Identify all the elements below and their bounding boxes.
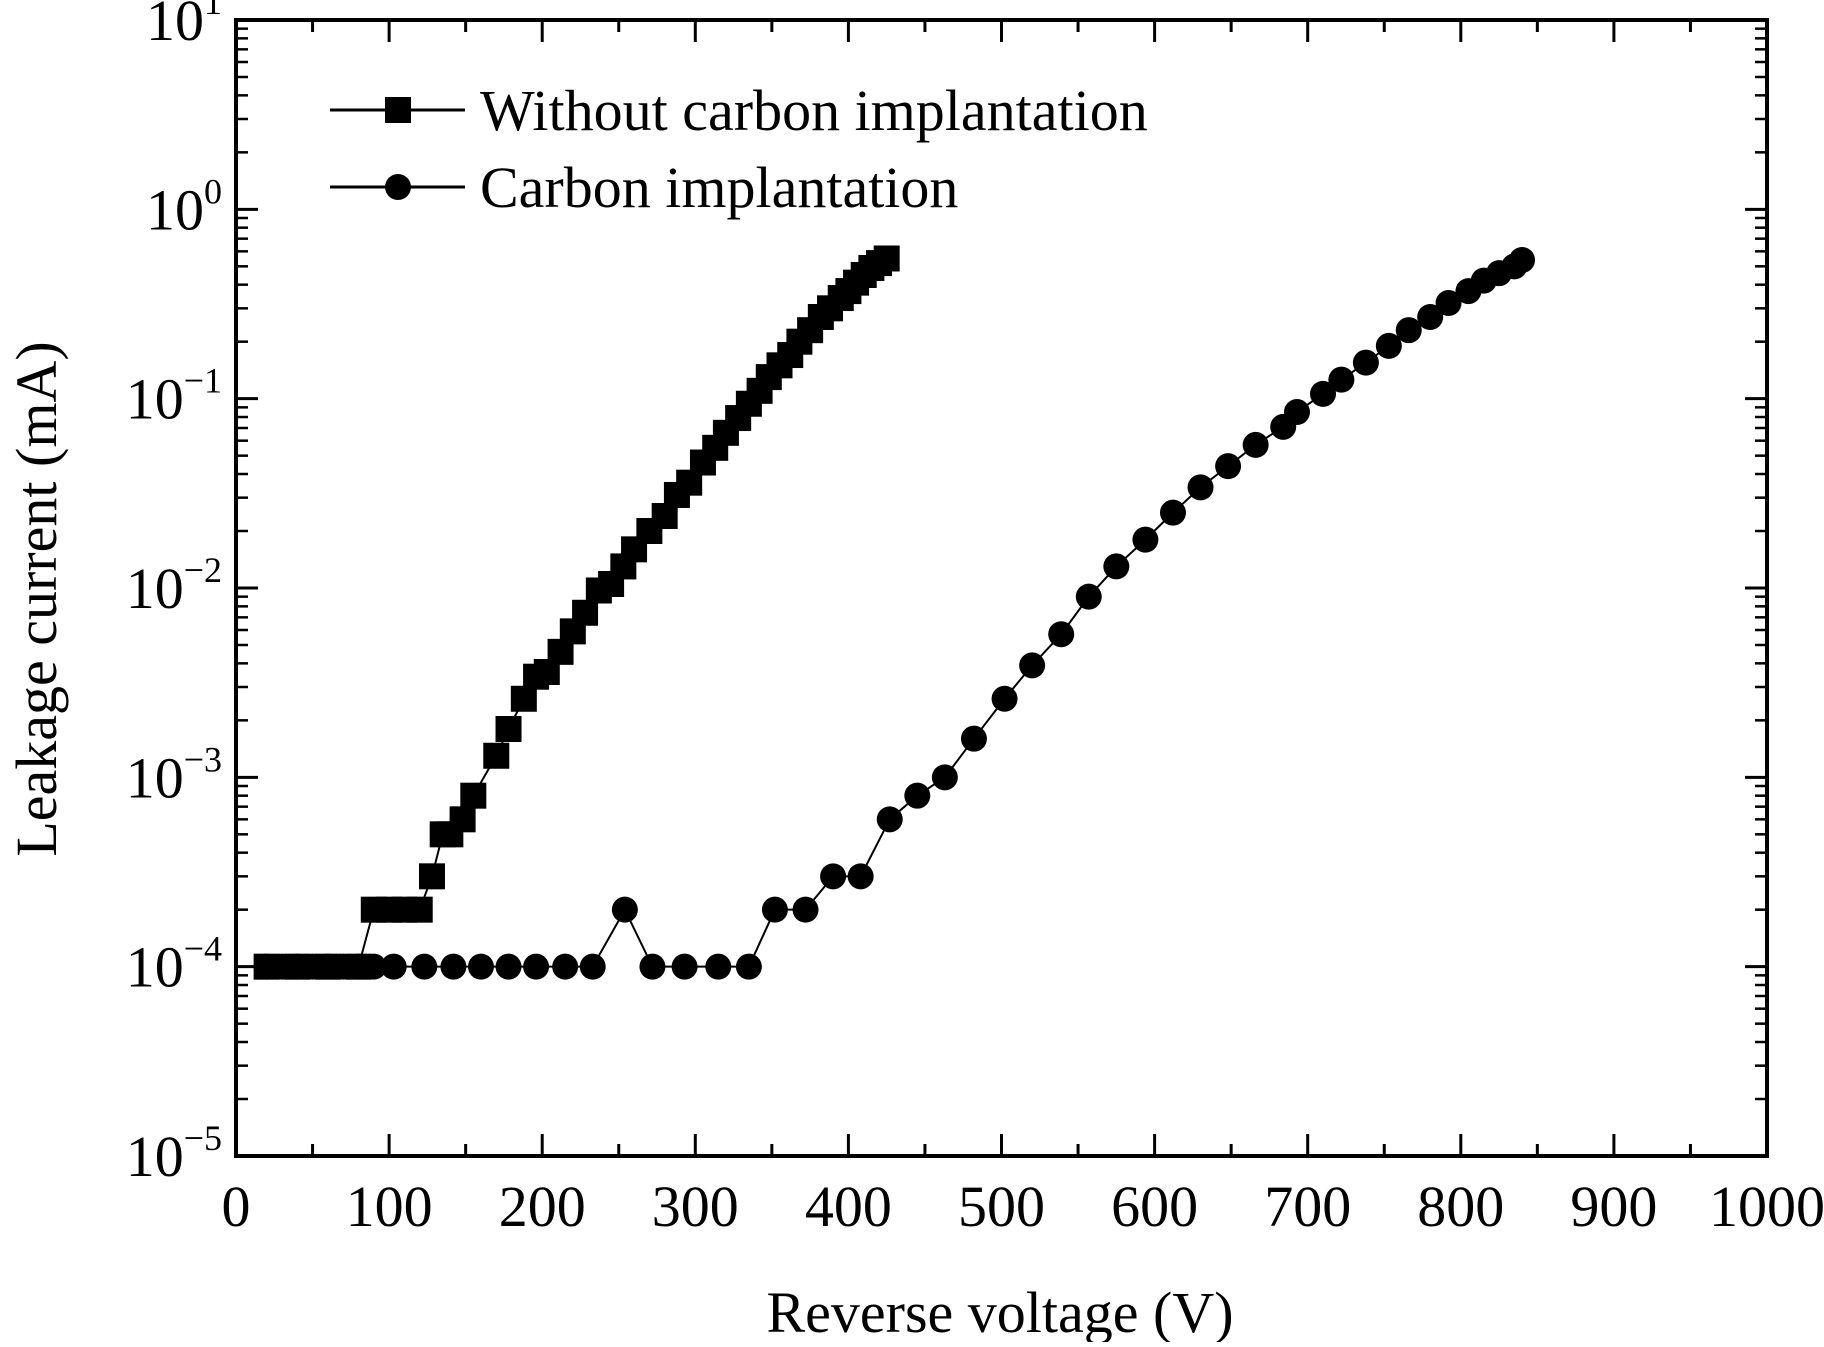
x-tick-label: 600 (1111, 1174, 1198, 1239)
y-tick-label: 10−3 (126, 739, 222, 810)
y-axis-title: Leakage current (mA) (4, 341, 69, 856)
legend-entry-without-carbon: Without carbon implantation (330, 78, 1148, 143)
data-point-circle (1375, 332, 1402, 359)
y-tick-label: 10−2 (126, 550, 222, 621)
series-line (266, 259, 1523, 968)
x-tick-label: 0 (222, 1174, 251, 1239)
y-tick-label: 10−1 (126, 361, 222, 432)
data-point-circle (1019, 652, 1046, 679)
x-axis-title: Reverse voltage (V) (766, 1280, 1233, 1342)
plot-frame (234, 18, 1769, 1158)
data-point-circle (761, 896, 788, 923)
data-point-circle (411, 953, 438, 980)
data-point-circle (1132, 526, 1159, 553)
y-tick-label: 100 (146, 171, 222, 242)
legend-label: Carbon implantation (480, 155, 958, 220)
data-point-circle (1328, 366, 1355, 393)
data-point-circle (1048, 621, 1075, 648)
data-point-square (572, 599, 599, 626)
data-point-circle (847, 863, 874, 890)
data-point-circle (360, 953, 387, 980)
series-without-carbon (253, 245, 900, 980)
data-point-square (460, 782, 487, 809)
x-tick-label: 800 (1417, 1174, 1504, 1239)
x-tick-label: 900 (1570, 1174, 1657, 1239)
data-point-circle (440, 953, 467, 980)
data-point-circle (523, 953, 550, 980)
legend-label: Without carbon implantation (480, 78, 1148, 143)
data-point-square (418, 863, 445, 890)
data-point-circle (991, 685, 1018, 712)
legend-entry-carbon: Carbon implantation (330, 155, 958, 220)
data-point-square (483, 742, 510, 769)
data-point-circle (1242, 431, 1269, 458)
data-point-circle (467, 953, 494, 980)
data-point-circle (820, 863, 847, 890)
data-point-circle (1417, 303, 1444, 330)
data-point-circle (792, 896, 819, 923)
data-point-circle (904, 782, 931, 809)
data-point-circle (1395, 317, 1422, 344)
y-tick-label: 10−4 (126, 929, 222, 1000)
data-point-square (495, 716, 522, 743)
data-point-circle (931, 764, 958, 791)
data-point-square (449, 806, 476, 833)
data-point-circle (1509, 247, 1536, 274)
data-point-circle (611, 896, 638, 923)
data-point-circle (1435, 290, 1462, 317)
data-point-circle (639, 953, 666, 980)
data-point-circle (1352, 349, 1379, 376)
legend-marker-circle (385, 174, 411, 200)
data-point-circle (579, 953, 606, 980)
legend-marker-square (385, 97, 411, 123)
data-point-circle (1103, 553, 1130, 580)
data-point-circle (1075, 583, 1102, 610)
x-tick-label: 700 (1264, 1174, 1351, 1239)
x-tick-label: 100 (346, 1174, 433, 1239)
data-point-square (510, 685, 537, 712)
data-point-square (406, 896, 433, 923)
x-tick-label: 500 (958, 1174, 1045, 1239)
y-tick-label: 10−5 (126, 1118, 222, 1189)
data-point-circle (1283, 399, 1310, 426)
series-carbon (253, 247, 1536, 980)
data-point-circle (495, 953, 522, 980)
x-tick-label: 1000 (1709, 1174, 1824, 1239)
data-point-circle (671, 953, 698, 980)
data-point-circle (735, 953, 762, 980)
data-point-circle (1215, 453, 1242, 480)
data-point-circle (960, 725, 987, 752)
data-point-square (873, 245, 900, 272)
data-point-circle (380, 953, 407, 980)
x-tick-label: 200 (499, 1174, 586, 1239)
data-point-circle (1310, 380, 1337, 407)
data-point-circle (705, 953, 732, 980)
data-point-circle (552, 953, 579, 980)
y-tick-label: 101 (146, 0, 222, 53)
data-point-circle (876, 806, 903, 833)
x-tick-label: 400 (805, 1174, 892, 1239)
data-point-circle (1187, 474, 1214, 501)
data-point-circle (1159, 499, 1186, 526)
x-tick-label: 300 (652, 1174, 739, 1239)
